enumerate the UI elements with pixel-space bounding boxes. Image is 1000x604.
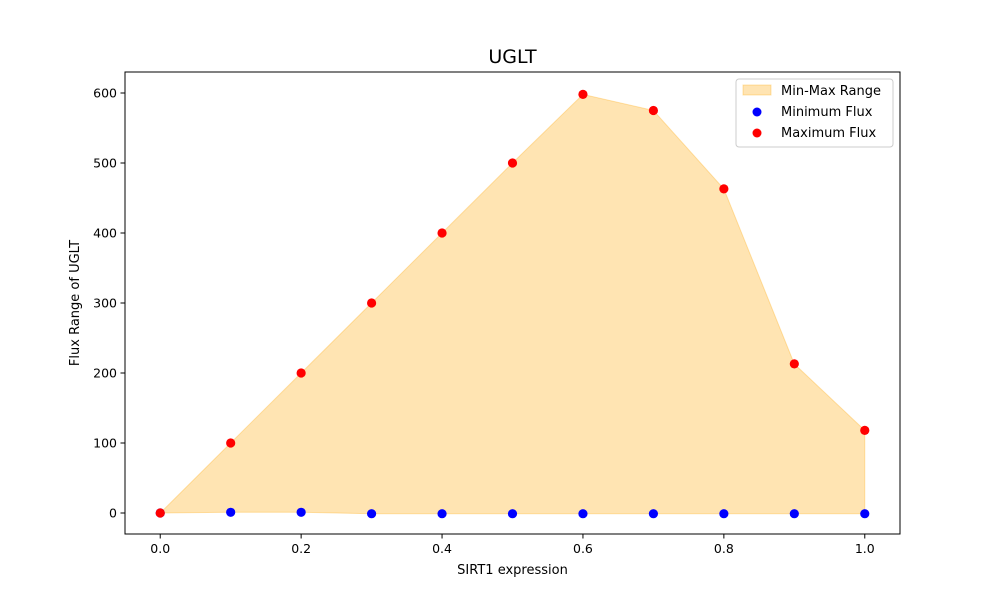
maximum-flux-point	[296, 368, 306, 378]
legend-label-minimum-flux: Minimum Flux	[781, 105, 873, 120]
y-tick-label: 600	[93, 86, 117, 101]
minimum-flux-point	[578, 509, 588, 519]
y-tick-label: 300	[93, 296, 117, 311]
minimum-flux-point	[507, 509, 518, 519]
x-axis-ticks: 0.0 0.2 0.4 0.6 0.8 1.0	[150, 534, 875, 556]
maximum-flux-point	[860, 425, 870, 435]
legend-swatch-min-max-range	[742, 84, 772, 96]
maximum-flux-point	[578, 89, 588, 99]
minimum-flux-point	[648, 509, 659, 519]
legend: Min-Max Range Minimum Flux Maximum Flux	[735, 78, 894, 148]
legend-box	[735, 78, 894, 148]
legend-label-min-max-range: Min-Max Range	[781, 84, 881, 99]
y-tick-label: 100	[93, 436, 117, 451]
maximum-flux-point	[789, 359, 799, 369]
minimum-flux-point	[296, 507, 306, 517]
y-axis-label: Flux Range of UGLT	[68, 240, 83, 366]
legend-label-maximum-flux: Maximum Flux	[781, 126, 877, 141]
chart-title: UGLT	[488, 46, 537, 68]
minimum-flux-point	[366, 509, 377, 519]
maximum-flux-point	[437, 228, 447, 238]
x-tick-label: 1.0	[855, 541, 875, 556]
x-tick-label: 0.2	[291, 541, 311, 556]
y-tick-label: 0	[109, 506, 117, 521]
maximum-flux-series	[155, 89, 870, 518]
maximum-flux-point	[648, 105, 659, 116]
legend-marker-minimum-flux	[752, 107, 762, 117]
x-tick-label: 0.8	[714, 541, 734, 556]
maximum-flux-point	[226, 438, 236, 448]
minimum-flux-point	[719, 509, 729, 519]
minimum-flux-series	[155, 507, 870, 519]
legend-marker-maximum-flux	[752, 128, 762, 138]
maximum-flux-point	[155, 508, 165, 518]
maximum-flux-point	[366, 298, 377, 308]
y-axis-ticks: 0 100 200 300 400 500 600	[93, 86, 125, 521]
minimum-flux-point	[789, 509, 799, 519]
plot-content	[155, 89, 870, 519]
x-axis-label: SIRT1 expression	[457, 563, 568, 578]
x-tick-label: 0.0	[150, 541, 170, 556]
y-tick-label: 400	[93, 226, 117, 241]
y-tick-label: 500	[93, 156, 117, 171]
x-tick-label: 0.4	[432, 541, 452, 556]
minimum-flux-point	[437, 509, 447, 519]
maximum-flux-point	[719, 184, 729, 194]
y-tick-label: 200	[93, 366, 117, 381]
x-tick-label: 0.6	[573, 541, 593, 556]
minimum-flux-point	[226, 507, 236, 517]
minimum-flux-point	[860, 509, 870, 519]
min-max-range-area	[159, 93, 866, 515]
maximum-flux-point	[507, 158, 518, 168]
